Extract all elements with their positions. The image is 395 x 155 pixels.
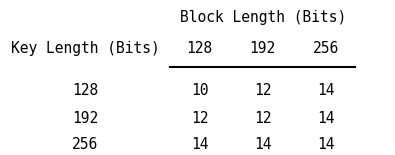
Text: 14: 14 (317, 137, 335, 152)
Text: Key Length (Bits): Key Length (Bits) (11, 41, 159, 56)
Text: 14: 14 (191, 137, 208, 152)
Text: 10: 10 (191, 83, 208, 98)
Text: 14: 14 (317, 83, 335, 98)
Text: 256: 256 (72, 137, 98, 152)
Text: 192: 192 (72, 111, 98, 126)
Text: 256: 256 (313, 41, 339, 56)
Text: 12: 12 (254, 83, 271, 98)
Text: 192: 192 (250, 41, 276, 56)
Text: Block Length (Bits): Block Length (Bits) (180, 10, 346, 25)
Text: 14: 14 (254, 137, 271, 152)
Text: 12: 12 (254, 111, 271, 126)
Text: 128: 128 (186, 41, 213, 56)
Text: 14: 14 (317, 111, 335, 126)
Text: 128: 128 (72, 83, 98, 98)
Text: 12: 12 (191, 111, 208, 126)
